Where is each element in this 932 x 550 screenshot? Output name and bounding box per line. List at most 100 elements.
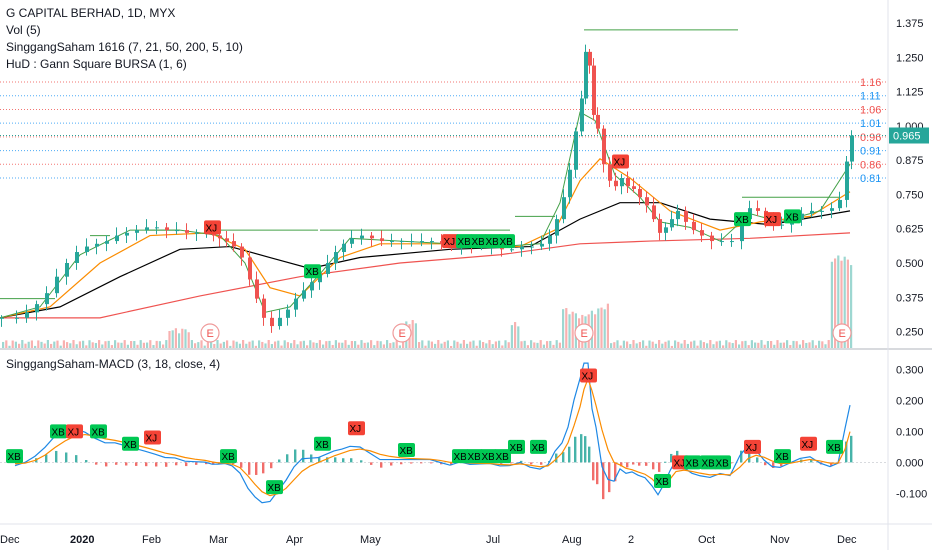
- signal-badge-main: [764, 212, 781, 227]
- signal-badge-macd-label: XB: [686, 458, 700, 469]
- volume-bar: [392, 342, 395, 348]
- macd-histogram-bar: [85, 460, 88, 463]
- candle-body: [730, 241, 734, 243]
- volume-bar: [565, 308, 568, 348]
- volume-legend[interactable]: Vol (5): [6, 23, 41, 37]
- symbol-title[interactable]: G CAPITAL BERHAD, 1D, MYX: [6, 6, 176, 20]
- macd-tick-label: 0.200: [896, 395, 924, 407]
- volume-bar: [306, 345, 309, 348]
- candle-body: [294, 298, 298, 310]
- volume-bar: [357, 344, 360, 348]
- current-price-box: [889, 127, 929, 144]
- volume-bar: [75, 344, 78, 348]
- singgang-legend[interactable]: SinggangSaham 1616 (7, 21, 50, 200, 5, 1…: [6, 40, 243, 54]
- macd-histogram-bar: [390, 462, 393, 466]
- volume-bar: [658, 340, 661, 348]
- signal-badge-macd-label: XB: [716, 458, 730, 469]
- signal-badge-macd: [508, 439, 525, 454]
- macd-tick-label: -0.100: [896, 488, 927, 500]
- macd-histogram-bar: [440, 462, 443, 465]
- candle-body: [574, 131, 578, 170]
- volume-bar: [763, 344, 766, 348]
- candle-body: [838, 199, 842, 209]
- candle-body: [608, 164, 612, 181]
- volume-bar: [453, 340, 456, 348]
- volume-bar: [478, 340, 481, 348]
- macd-histogram-bar: [205, 462, 208, 465]
- volume-bar: [549, 340, 552, 348]
- macd-histogram-bar: [65, 452, 68, 463]
- macd-histogram-bar: [620, 462, 623, 467]
- candle-body: [45, 293, 49, 305]
- volume-bar: [264, 343, 267, 348]
- volume-bar: [56, 340, 59, 348]
- candle-body: [845, 161, 849, 200]
- signal-badge-main-label: XB: [786, 212, 800, 223]
- candle-body: [645, 197, 649, 206]
- candle-body: [115, 235, 119, 242]
- macd-histogram-bar: [410, 462, 413, 464]
- volume-bar: [642, 340, 645, 348]
- candle-body: [510, 249, 514, 251]
- candle-body: [35, 304, 39, 313]
- price-tick-label: 1.125: [896, 87, 924, 99]
- volume-bar: [651, 341, 654, 348]
- volume-bar: [709, 340, 712, 348]
- macd-histogram-bar: [400, 462, 403, 465]
- volume-bar: [379, 341, 382, 348]
- volume-bar: [504, 340, 507, 348]
- candle-body: [165, 227, 169, 231]
- macd-histogram-bar: [530, 462, 533, 465]
- signal-badge-macd: [266, 480, 283, 495]
- volume-bar: [779, 342, 782, 348]
- candle-body: [15, 317, 19, 319]
- volume-bar: [731, 343, 734, 348]
- volume-bar: [267, 340, 270, 348]
- volume-bar: [91, 342, 94, 348]
- volume-bars: [2, 255, 853, 348]
- x-axis-label: Oct: [698, 534, 715, 546]
- volume-bar: [283, 340, 286, 348]
- volume-bar: [603, 309, 606, 348]
- candle-body: [692, 221, 696, 231]
- signal-badge-macd: [452, 449, 469, 464]
- volume-bar: [18, 343, 21, 348]
- volume-bar: [693, 340, 696, 348]
- volume-bar: [501, 345, 504, 348]
- current-price-label: 0.965: [893, 131, 921, 143]
- volume-bar: [546, 341, 549, 348]
- volume-bar: [43, 343, 46, 348]
- x-axis-label: Aug: [562, 534, 582, 546]
- volume-bar: [139, 340, 142, 348]
- macd-histogram-bar: [748, 449, 751, 463]
- volume-bar: [824, 344, 827, 348]
- volume-bar: [802, 340, 805, 348]
- volume-bar: [418, 342, 421, 348]
- earnings-marker-label: E: [399, 328, 406, 340]
- candle-body: [684, 210, 688, 222]
- macd-histogram-bar: [342, 458, 345, 463]
- volume-bar: [78, 341, 81, 348]
- volume-bar: [155, 340, 158, 348]
- candle-body: [664, 227, 668, 233]
- volume-bar: [619, 345, 622, 348]
- volume-bar: [488, 340, 491, 348]
- gann-legend[interactable]: HuD : Gann Square BURSA (1, 6): [6, 57, 187, 71]
- volume-bar: [331, 344, 334, 348]
- volume-bar: [126, 344, 129, 348]
- volume-bar: [462, 340, 465, 348]
- earnings-marker-label: E: [839, 328, 846, 340]
- signal-badge-macd: [466, 449, 483, 464]
- price-tick-label: 0.625: [896, 224, 924, 236]
- macd-histogram-bar: [614, 462, 617, 482]
- candle-body: [850, 135, 854, 162]
- volume-bar: [402, 340, 405, 348]
- signal-badge-main: [612, 154, 629, 169]
- volume-bar: [62, 340, 65, 348]
- signal-badge-macd-label: XB: [400, 446, 414, 457]
- volume-bar: [296, 344, 299, 348]
- candle-body: [55, 276, 59, 294]
- macd-title[interactable]: SinggangSaham-MACD (3, 18, close, 4): [6, 357, 221, 371]
- signal-badge-main: [470, 234, 487, 249]
